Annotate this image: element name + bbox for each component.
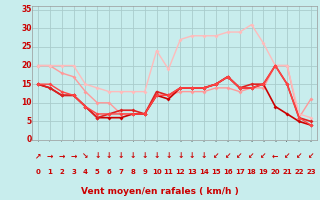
Text: ↓: ↓ [201,152,207,160]
Text: 14: 14 [199,169,209,175]
Text: 0: 0 [36,169,40,175]
Text: 11: 11 [164,169,173,175]
Text: ↓: ↓ [177,152,184,160]
Text: 6: 6 [107,169,111,175]
Text: ↓: ↓ [141,152,148,160]
Text: 12: 12 [176,169,185,175]
Text: ↓: ↓ [165,152,172,160]
Text: ↓: ↓ [94,152,100,160]
Text: 1: 1 [47,169,52,175]
Text: 0: 0 [27,136,32,144]
Text: ↓: ↓ [153,152,160,160]
Text: 5: 5 [95,169,100,175]
Text: ↙: ↙ [236,152,243,160]
Text: 8: 8 [131,169,135,175]
Text: 20: 20 [270,169,280,175]
Text: ↓: ↓ [130,152,136,160]
Text: ←: ← [272,152,278,160]
Text: →: → [59,152,65,160]
Text: 19: 19 [259,169,268,175]
Text: 5: 5 [27,117,32,126]
Text: 21: 21 [282,169,292,175]
Text: ↙: ↙ [260,152,267,160]
Text: ↘: ↘ [82,152,89,160]
Text: ↙: ↙ [296,152,302,160]
Text: ↙: ↙ [248,152,255,160]
Text: 7: 7 [119,169,124,175]
Text: ↙: ↙ [225,152,231,160]
Text: ↙: ↙ [213,152,219,160]
Text: ↓: ↓ [189,152,196,160]
Text: 10: 10 [152,169,162,175]
Text: 18: 18 [247,169,256,175]
Text: ↓: ↓ [118,152,124,160]
Text: 30: 30 [21,24,32,33]
Text: 20: 20 [21,61,32,70]
Text: ↗: ↗ [35,152,41,160]
Text: ↓: ↓ [106,152,112,160]
Text: 13: 13 [187,169,197,175]
Text: →: → [70,152,77,160]
Text: 25: 25 [22,42,32,51]
Text: 23: 23 [306,169,316,175]
Text: 15: 15 [22,80,32,89]
Text: 22: 22 [294,169,304,175]
Text: 17: 17 [235,169,244,175]
Text: 10: 10 [21,98,32,107]
Text: 9: 9 [142,169,147,175]
Text: →: → [47,152,53,160]
Text: Vent moyen/en rafales ( km/h ): Vent moyen/en rafales ( km/h ) [81,188,239,196]
Text: 15: 15 [211,169,221,175]
Text: 2: 2 [59,169,64,175]
Text: 4: 4 [83,169,88,175]
Text: ↙: ↙ [284,152,290,160]
Text: 35: 35 [22,5,32,14]
Text: 3: 3 [71,169,76,175]
Text: ↙: ↙ [308,152,314,160]
Text: 16: 16 [223,169,233,175]
